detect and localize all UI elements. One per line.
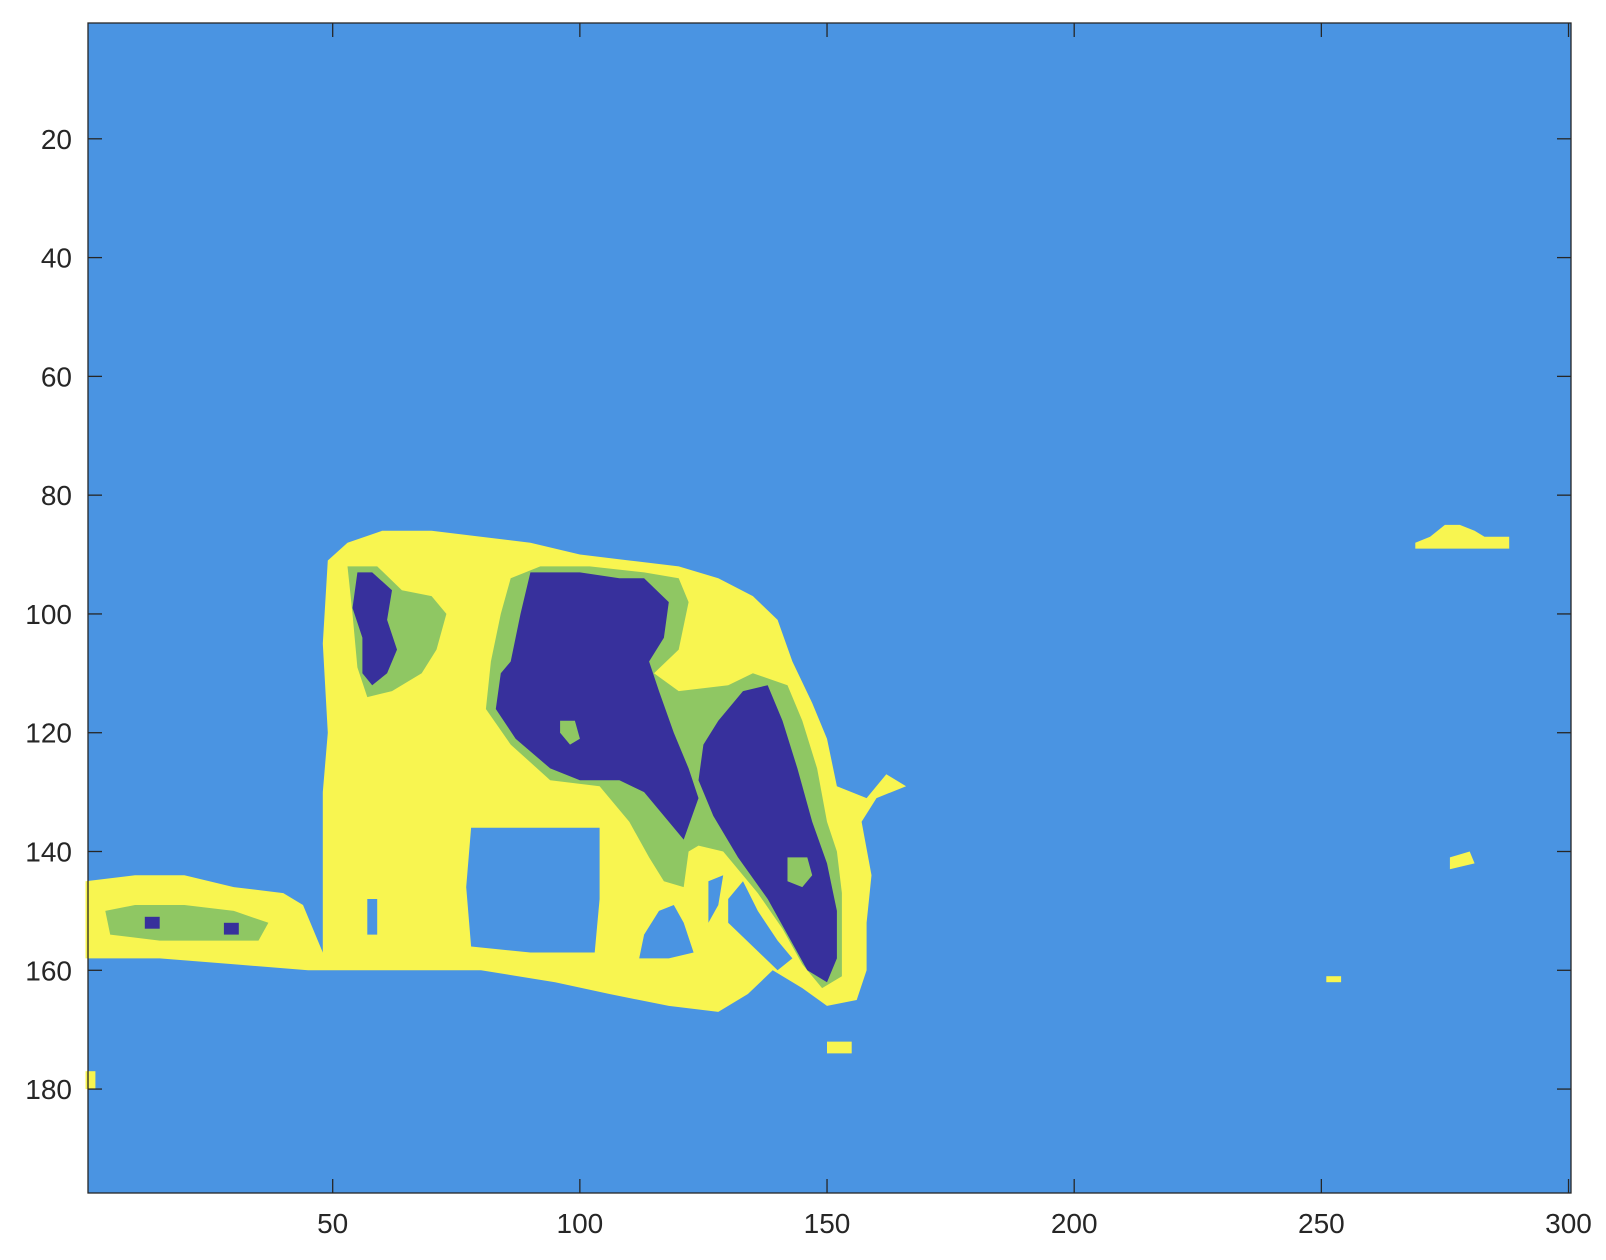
region-background-class-9 bbox=[367, 899, 378, 935]
region-inner-class-17 bbox=[144, 916, 160, 929]
region-inner-class-14 bbox=[352, 572, 397, 686]
plot-area bbox=[88, 23, 1571, 1193]
x-axis-ticks: 50 100 150 200 250 300 bbox=[317, 23, 1592, 1239]
region-background-class-8 bbox=[728, 881, 793, 971]
region-inner-class-15 bbox=[495, 572, 699, 840]
y-tick-label: 40 bbox=[41, 243, 72, 274]
y-axis-ticks: 20 40 60 80 100 120 140 160 180 bbox=[25, 124, 1571, 1105]
x-tick-label: 300 bbox=[1545, 1208, 1592, 1239]
region-outer-class-1 bbox=[1415, 524, 1510, 549]
y-tick-label: 20 bbox=[41, 124, 72, 155]
x-tick-label: 50 bbox=[317, 1208, 348, 1239]
region-outer-class-5 bbox=[85, 1071, 96, 1090]
y-tick-label: 100 bbox=[25, 599, 72, 630]
x-tick-label: 200 bbox=[1051, 1208, 1098, 1239]
x-tick-label: 100 bbox=[557, 1208, 604, 1239]
y-tick-label: 140 bbox=[25, 837, 72, 868]
region-background-class-6 bbox=[466, 827, 600, 953]
region-background-class-10 bbox=[708, 875, 724, 923]
region-inner-class-18 bbox=[223, 922, 239, 935]
x-tick-label: 250 bbox=[1298, 1208, 1345, 1239]
x-tick-label: 150 bbox=[804, 1208, 851, 1239]
y-tick-label: 160 bbox=[25, 955, 72, 986]
region-background-class-7 bbox=[639, 905, 694, 959]
region-outer-class-2 bbox=[827, 1041, 852, 1054]
region-middle-class-20 bbox=[787, 857, 813, 888]
region-outer-class-3 bbox=[1326, 976, 1342, 983]
y-tick-label: 80 bbox=[41, 480, 72, 511]
region-layer bbox=[85, 524, 1510, 1090]
region-inner-class-16 bbox=[698, 685, 837, 983]
y-tick-label: 120 bbox=[25, 718, 72, 749]
y-tick-label: 60 bbox=[41, 361, 72, 392]
axes-frame bbox=[87, 22, 1572, 1194]
y-tick-label: 180 bbox=[25, 1074, 72, 1105]
region-middle-class-19 bbox=[560, 720, 580, 745]
region-outer-class-0 bbox=[85, 530, 907, 1012]
region-outer-class-4 bbox=[1449, 851, 1475, 870]
